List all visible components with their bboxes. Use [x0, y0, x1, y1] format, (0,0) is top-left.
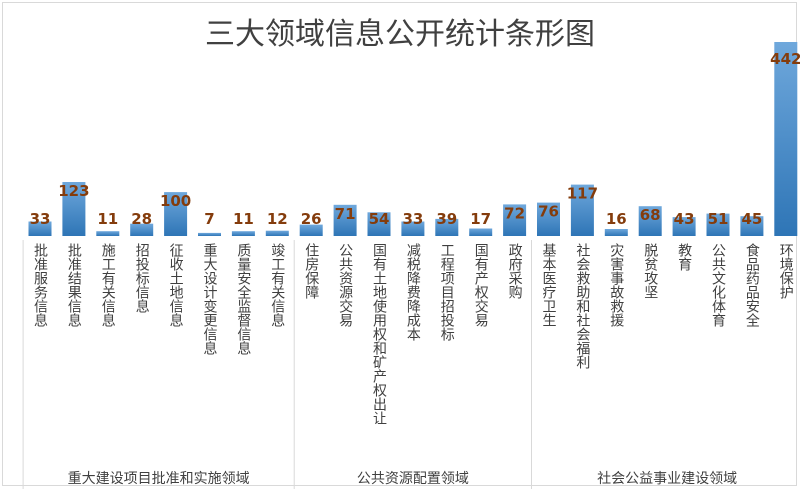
data-label: 7 [204, 210, 214, 228]
data-label: 33 [30, 210, 51, 228]
data-label: 54 [369, 210, 390, 228]
data-label: 43 [674, 210, 695, 228]
data-label: 16 [606, 210, 627, 228]
bar [672, 217, 696, 236]
category-label: 环境保护 [778, 243, 794, 300]
bar [469, 228, 493, 236]
category-label: 减税降费降成本 [405, 243, 421, 341]
category-label: 国有土地使用权和矿产权出让 [371, 243, 387, 425]
bar [435, 218, 459, 236]
bar [401, 221, 425, 236]
data-label: 17 [470, 210, 491, 228]
chart-title: 三大领域信息公开统计条形图 [205, 17, 595, 52]
category-label: 公共文化体育 [710, 243, 726, 327]
data-label: 39 [436, 210, 457, 228]
category-label: 质量安全监督信息 [235, 243, 251, 355]
category-label: 工程项目招投标 [439, 243, 455, 342]
data-label: 45 [741, 210, 762, 228]
bar [62, 182, 86, 236]
data-label: 100 [160, 192, 191, 210]
category-label: 施工有关信息 [100, 243, 116, 327]
bar [604, 229, 628, 236]
bar [503, 204, 527, 236]
data-label: 76 [538, 203, 559, 221]
data-label: 117 [567, 185, 598, 203]
bar [740, 216, 764, 236]
bar [28, 221, 52, 236]
group-label: 公共资源配置领域 [357, 471, 469, 487]
bar [537, 202, 560, 236]
bar [774, 42, 798, 236]
category-label: 竣工有关信息 [269, 243, 285, 327]
data-label: 442 [770, 50, 800, 68]
bar [367, 212, 391, 236]
category-label: 公共资源交易 [337, 243, 353, 327]
data-label: 72 [504, 204, 525, 222]
category-label: 政府采购 [507, 243, 523, 300]
data-label: 123 [58, 182, 89, 200]
data-label: 33 [402, 210, 423, 228]
category-label: 批准结果信息 [66, 243, 82, 327]
data-label: 11 [97, 210, 118, 228]
bar [299, 224, 323, 236]
bar [333, 204, 357, 236]
category-label: 社会救助和社会福利 [574, 243, 590, 369]
category-label: 教育 [676, 243, 692, 271]
group-label: 社会公益事业建设领域 [597, 471, 737, 487]
bar [706, 213, 730, 236]
category-label: 灾害事故救援 [608, 242, 624, 328]
category-label: 批准服务信息 [32, 243, 48, 327]
category-label: 脱贫攻坚 [642, 243, 658, 299]
category-label: 征收土地信息 [168, 243, 184, 327]
data-label: 51 [708, 210, 729, 228]
bar [231, 231, 255, 236]
bar [265, 230, 289, 236]
category-label: 招投标信息 [134, 243, 150, 313]
bar [638, 206, 662, 236]
category-label: 住房保障 [303, 243, 319, 299]
bar [130, 223, 154, 236]
bar [198, 232, 221, 236]
data-label: 71 [335, 205, 356, 223]
category-label: 国有产权交易 [473, 243, 489, 327]
data-label: 28 [131, 210, 152, 228]
data-label: 68 [640, 206, 661, 224]
bar [96, 231, 120, 236]
group-label: 重大建设项目批准和实施领域 [68, 471, 250, 487]
data-label: 11 [233, 210, 254, 228]
category-label: 重大设计变更信息 [202, 243, 218, 355]
category-label: 食品药品安全 [744, 242, 760, 327]
bar [164, 192, 188, 236]
data-label: 12 [267, 210, 288, 228]
category-label: 基本医疗卫生 [541, 242, 557, 327]
bar [570, 184, 594, 236]
data-label: 26 [301, 210, 322, 228]
